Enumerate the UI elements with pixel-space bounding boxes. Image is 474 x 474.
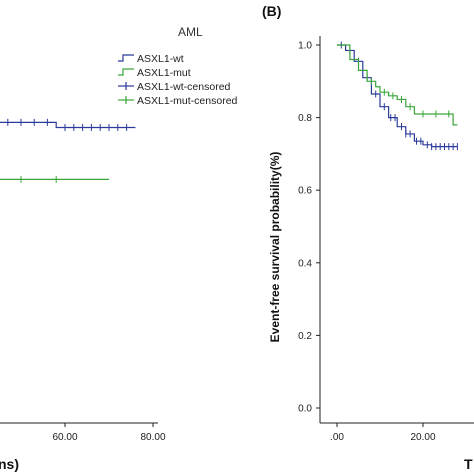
panel-b-y-tick-label: 0.8: [298, 113, 312, 124]
panel-a-x-tick-label: 80.00: [140, 432, 165, 443]
legend-entry: ASXL1-wt: [137, 53, 184, 65]
panel-a-asxl1-wt-line: [0, 121, 136, 129]
panel-b-y-axis-label: Event-free survival probability(%): [268, 152, 282, 343]
panel-a-xlabel-fragment: ns): [0, 456, 19, 472]
legend-entry: ASXL1-mut-censored: [137, 95, 238, 107]
panel-a-x-ticks: 60.00 80.00: [52, 423, 166, 443]
panel-a: AML ASXL1-wtASXL1-mutASXL1-wt-censoredAS…: [0, 25, 238, 472]
panel-b-x-tick-label: .00: [330, 432, 344, 443]
panel-b-x-ticks: .00 20.00: [330, 423, 436, 443]
panel-a-x-tick-label: 60.00: [52, 432, 77, 443]
panel-b-y-tick-label: 0.4: [298, 258, 312, 269]
panel-b-y-tick-label: 0.2: [298, 331, 312, 342]
panel-b-y-tick-label: 1.0: [298, 41, 312, 52]
panel-b-asxl1-wt-line: [337, 44, 458, 148]
panel-b-series: [337, 41, 458, 151]
panel-b-xlabel-fragment: T: [464, 456, 473, 472]
panel-b-asxl1-mut-line: [337, 44, 458, 126]
legend-entry: ASXL1-mut: [137, 67, 191, 79]
panel-b-y-ticks: 0.0 0.2 0.4 0.6 0.8 1.0: [298, 41, 320, 415]
panel-b-x-tick-label: 20.00: [410, 432, 435, 443]
panel-b-y-tick-label: 0.0: [298, 404, 312, 415]
legend-entry: ASXL1-wt-censored: [137, 81, 231, 93]
panel-a-series: [0, 118, 136, 183]
panel-b-letter: (B): [262, 3, 281, 19]
panel-a-title: AML: [178, 25, 203, 39]
legend-swatch: [118, 68, 134, 76]
legend-swatch: [118, 54, 134, 62]
legend: ASXL1-wt ASXL1-mut ASXL1-wt-censored ASXL1-…: [118, 53, 238, 107]
panel-b: (B) Event-free survival probability(%) 0…: [262, 3, 474, 472]
panel-b-y-tick-label: 0.6: [298, 186, 312, 197]
